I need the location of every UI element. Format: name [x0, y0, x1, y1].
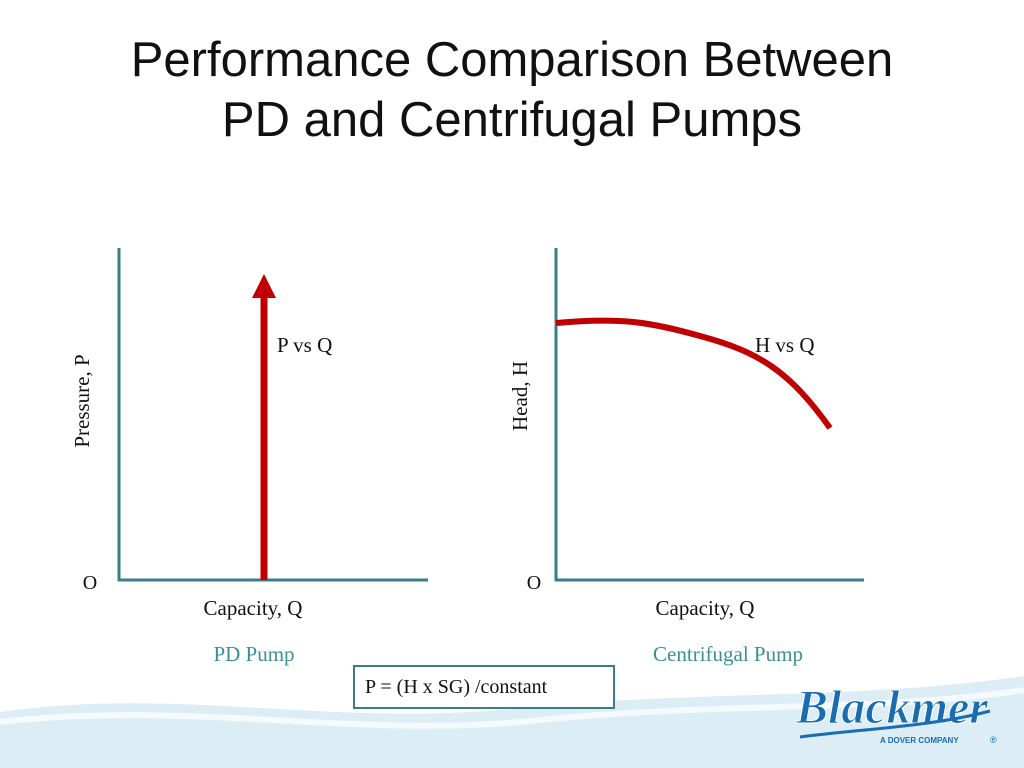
- formula-box: P = (H x SG) /constant: [353, 665, 615, 709]
- left-y-axis-label: Pressure, P: [70, 354, 94, 447]
- left-x-axis-label: Capacity, Q: [204, 596, 303, 620]
- blackmer-logo: Blackmer A DOVER COMPANY ®: [795, 681, 998, 746]
- right-y-axis-label: Head, H: [508, 361, 532, 431]
- pd-pump-caption: PD Pump: [213, 642, 294, 666]
- blackmer-swoosh: [799, 709, 991, 739]
- right-x-axis-label: Capacity, Q: [656, 596, 755, 620]
- svg-text:Blackmer: Blackmer: [795, 681, 989, 734]
- left-origin-label: O: [83, 572, 97, 594]
- blackmer-registered-mark: ®: [990, 735, 997, 745]
- slide-title-line-2: PD and Centrifugal Pumps: [221, 93, 803, 147]
- blackmer-tagline: A DOVER COMPANY: [880, 736, 959, 745]
- blackmer-wordmark: Blackmer: [795, 681, 990, 735]
- right-graph: O Head, H Capacity, Q H vs Q Centrifugal…: [508, 248, 864, 666]
- background-wave-highlight: [0, 687, 1024, 729]
- pd-curve-label: P vs Q: [277, 333, 332, 357]
- pd-curve-arrowhead: [252, 274, 276, 298]
- right-origin-label: O: [527, 572, 541, 594]
- centrifugal-curve: [555, 317, 833, 430]
- formula-text: P = (H x SG) /constant: [365, 675, 548, 698]
- slide-title-line-1: Performance Comparison Between: [130, 33, 894, 87]
- slide-title: Performance Comparison Between PD and Ce…: [0, 30, 1024, 150]
- left-graph: O Pressure, P Capacity, Q P vs Q PD Pump: [70, 248, 428, 666]
- centrifugal-curve-label: H vs Q: [755, 333, 815, 357]
- centrifugal-pump-caption: Centrifugal Pump: [653, 642, 803, 666]
